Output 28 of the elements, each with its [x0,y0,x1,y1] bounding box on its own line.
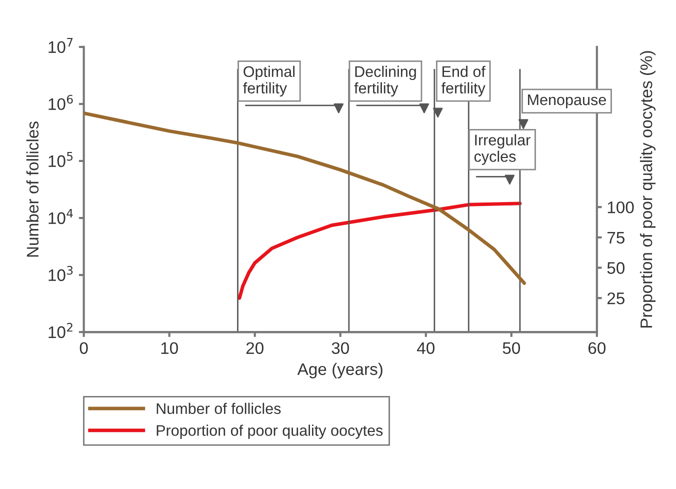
legend-label: Number of follicles [156,402,281,414]
x-axis-title: Age (years) [297,362,382,378]
line-series [238,202,522,300]
y2-tick-label: 25 [607,292,624,304]
ref-line-label: End of fertility [441,66,486,97]
y-axis-title: Number of follicles [26,122,39,257]
y-tick-label: 10$^{2}$ [48,322,72,338]
y2-tick-label: 50 [607,262,625,274]
y2-tick-label: 75 [607,232,624,244]
ref-line-label: Declining fertility [354,66,416,97]
y-tick-label: 10$^{3}$ [48,266,73,282]
legend-label: Proportion of poor quality oocytes [156,424,383,439]
x-tick-label: 60 [588,342,606,354]
ref-line-label: Optimal fertility [243,66,294,97]
y2-tick-label: 100 [608,201,634,214]
ref-line-label: Menopause [528,94,606,108]
y-tick-label: 10$^{4}$ [48,209,73,224]
x-tick-label: 50 [502,342,520,354]
x-tick-label: 40 [416,342,434,354]
x-tick-label: 10 [161,342,178,354]
x-tick-label: 30 [332,342,349,354]
y-tick-label: 10$^{6}$ [48,94,73,110]
y2-axis-title: Proportion of poor quality oocytes (%) [640,51,656,328]
ref-line-label: Irregular cycles [474,134,530,165]
y-tick-label: 10$^{7}$ [48,38,73,54]
y-tick-label: 10$^{5}$ [48,152,73,168]
x-tick-label: 0 [80,342,88,354]
x-tick-label: 20 [246,342,264,354]
